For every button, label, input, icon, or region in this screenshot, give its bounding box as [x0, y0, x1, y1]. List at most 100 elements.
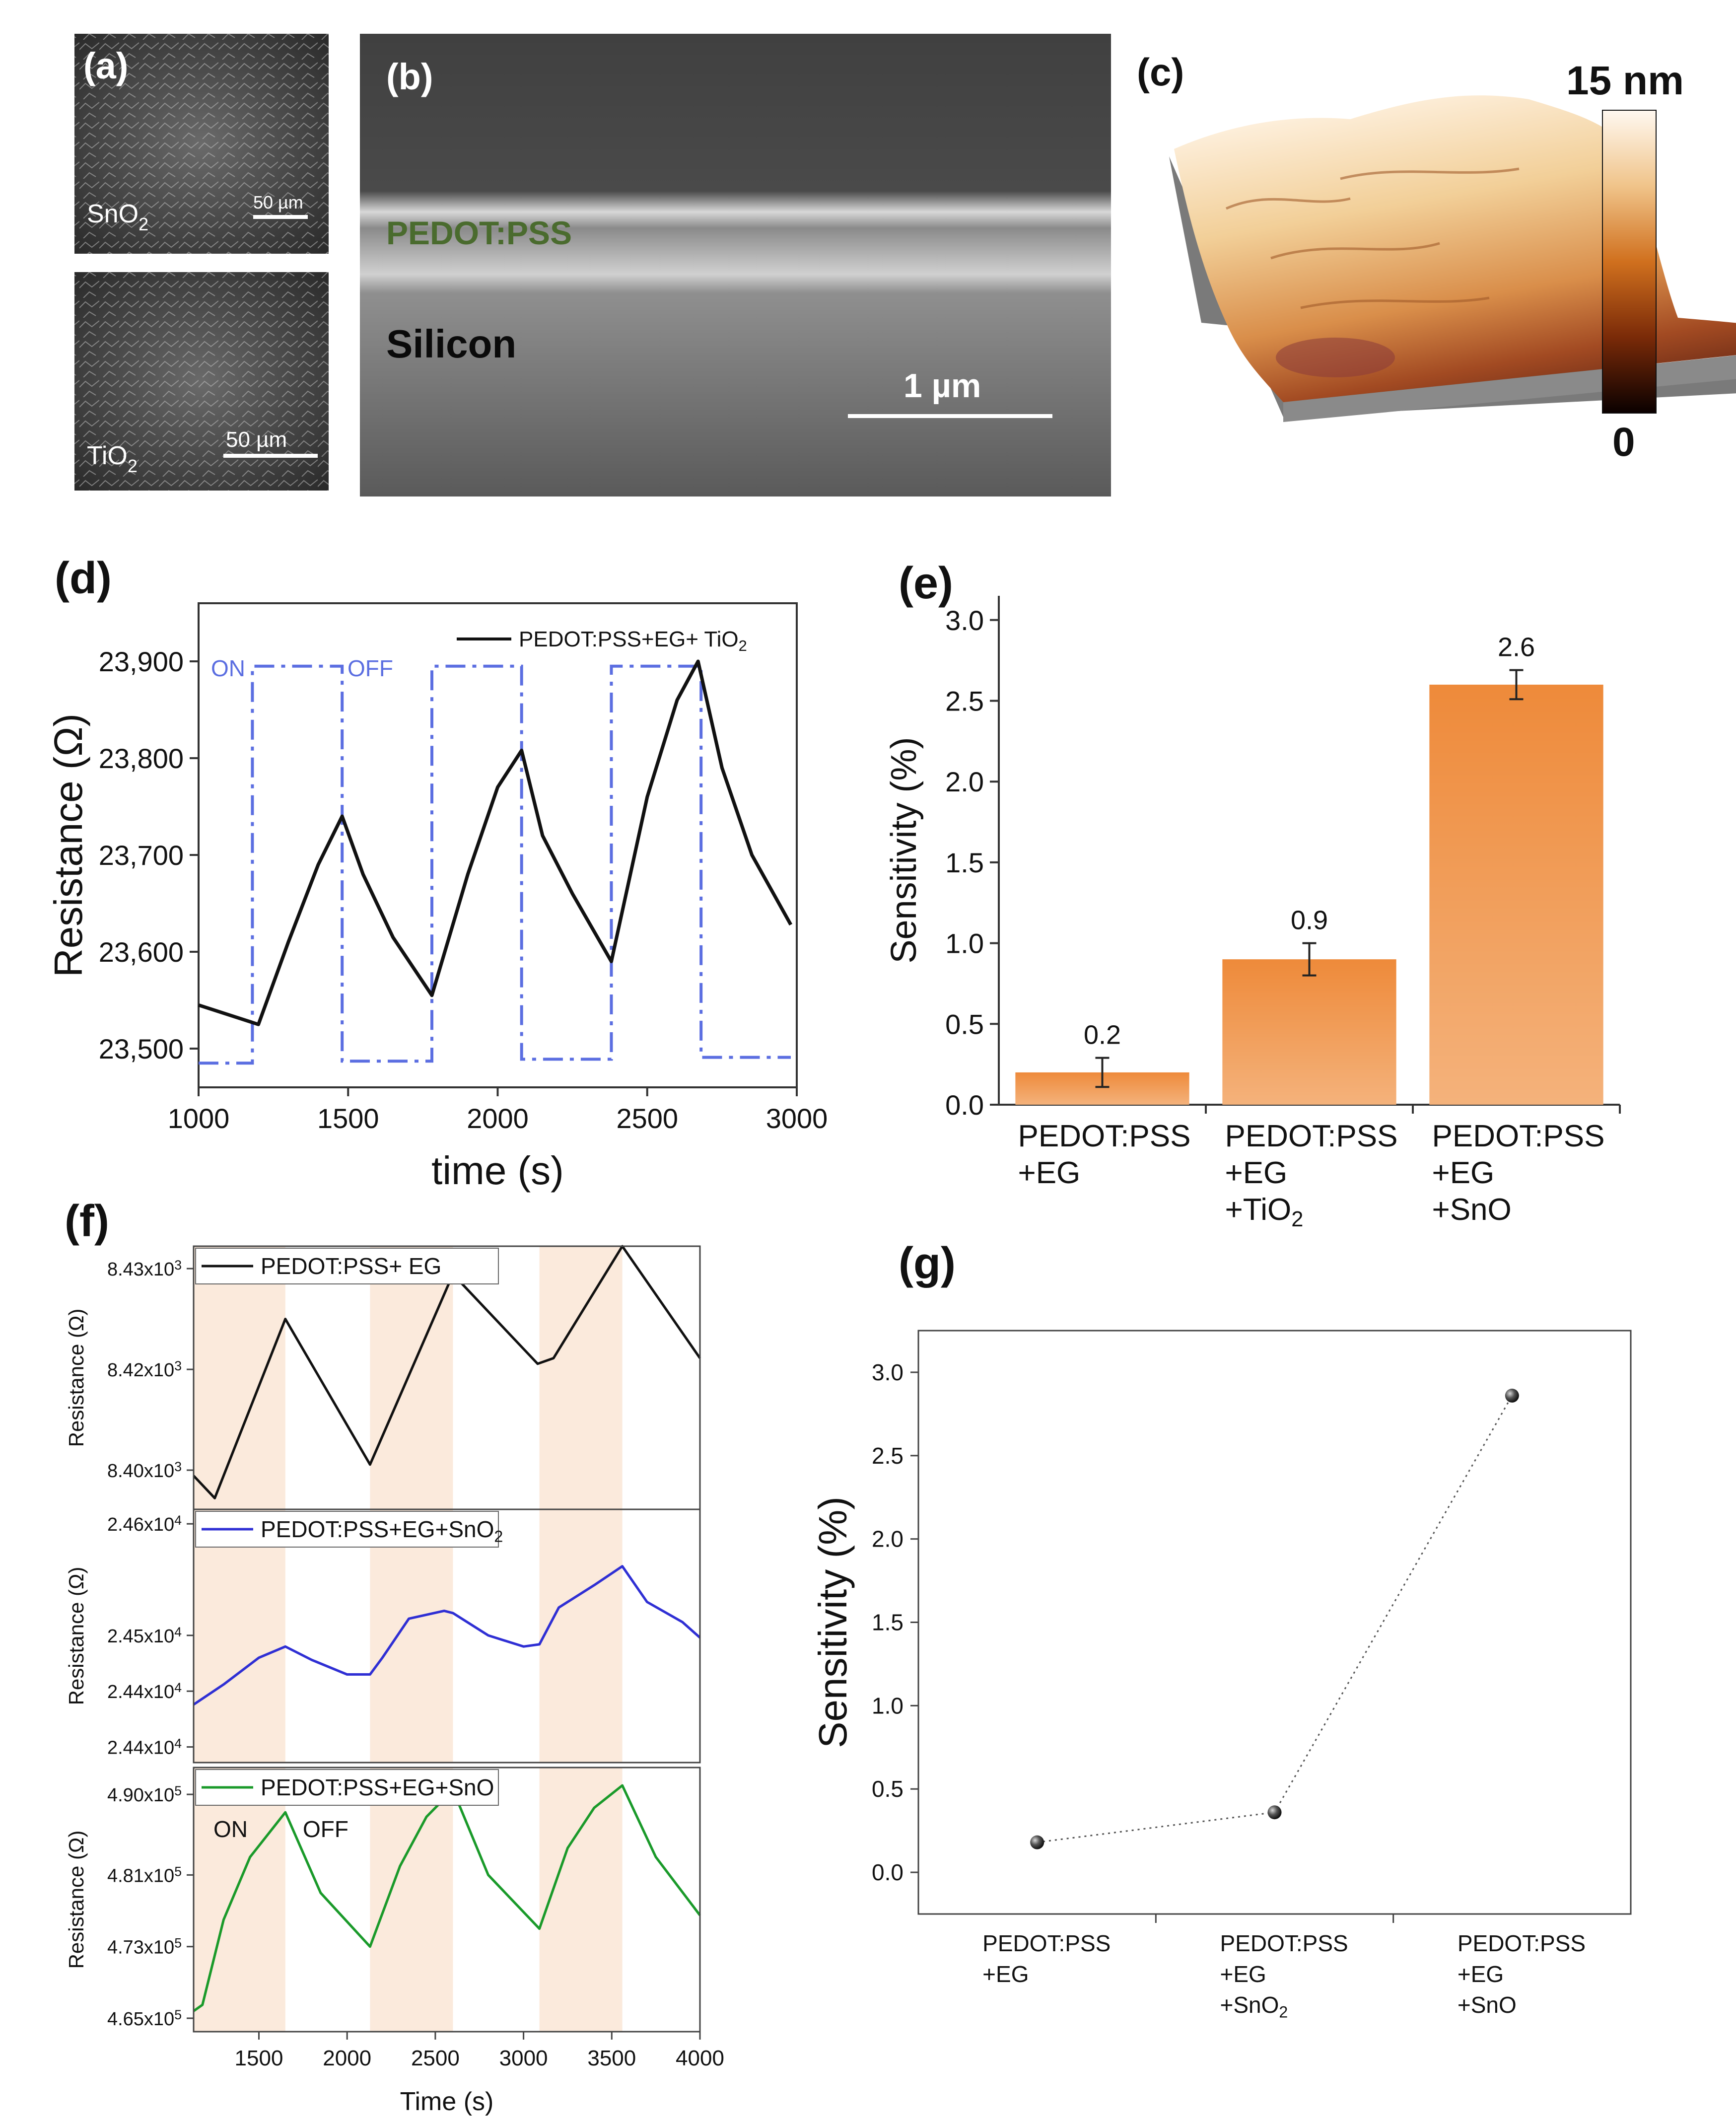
on-band — [370, 1509, 453, 1763]
afm-surface — [1174, 95, 1736, 402]
category-label-main: +TiO — [1225, 1193, 1292, 1227]
category-label-sub: 2 — [1291, 1207, 1303, 1231]
y-tick-label: 4.81x105 — [107, 1864, 182, 1886]
panel-a-label: (a) — [83, 45, 128, 86]
off-label: OFF — [303, 1816, 348, 1842]
panel-a: (a) SnO2 50 µm TiO2 50 µm — [74, 34, 329, 491]
x-tick-label: 4000 — [676, 2046, 724, 2070]
x-axis-label: Time (s) — [400, 2087, 494, 2116]
category-label: PEDOT:PSS — [1432, 1119, 1605, 1153]
y-axis-label: Sensitivity (%) — [811, 1496, 855, 1748]
on-band — [539, 1246, 623, 1509]
y-tick-label-exp: 3 — [174, 1358, 182, 1373]
category-label: +SnO — [1458, 1992, 1517, 2018]
category-label: +EG — [1018, 1156, 1081, 1190]
legend-label-main: PEDOT:PSS+EG+ TiO — [519, 627, 739, 651]
y-tick-label-exp: 4 — [174, 1625, 182, 1639]
y-tick-label-main: 2.45x10 — [107, 1626, 174, 1647]
panel-b: (b) PEDOT:PSS Silicon 1 µm — [360, 34, 1111, 496]
legend-label-sub: 2 — [494, 1528, 503, 1546]
chart-d: (d) 1000 1500 2000 2500 3000 23,500 23,600 23,70… — [46, 554, 828, 1193]
afm-ridges — [1225, 167, 1520, 309]
y-tick-label-main: 4.73x10 — [107, 1937, 174, 1958]
y-tick-label-exp: 4 — [174, 1513, 182, 1528]
legend-label: PEDOT:PSS+EG+ TiO2 — [519, 627, 747, 654]
off-label: OFF — [347, 655, 393, 681]
category-label-sub: 2 — [1279, 2003, 1288, 2021]
category-label: +EG — [1225, 1156, 1288, 1190]
silicon-label: Silicon — [386, 322, 516, 366]
y-axis-label: Resistance (Ω) — [65, 1831, 88, 1969]
legend-label-main: PEDOT:PSS+ EG — [261, 1253, 441, 1279]
category-label: +SnO — [1432, 1193, 1512, 1227]
category-label: PEDOT:PSS — [1018, 1119, 1191, 1153]
on-band — [539, 1768, 623, 2032]
tio2-subscript: 2 — [128, 456, 138, 476]
plot-frame — [917, 1330, 1632, 1915]
category-label: +EG — [982, 1961, 1029, 1987]
y-tick-label-main: 8.40x10 — [107, 1461, 174, 1482]
y-tick-label: 23,800 — [99, 743, 184, 774]
y-tick-label-main: 2.46x10 — [107, 1514, 174, 1535]
on-band — [194, 1509, 285, 1763]
legend-label: PEDOT:PSS+ EG — [261, 1253, 441, 1279]
y-tick-label-main: 8.43x10 — [107, 1259, 174, 1280]
x-tick-label: 2000 — [323, 2046, 371, 2070]
y-tick-label-main: 8.42x10 — [107, 1360, 174, 1381]
on-band — [370, 1246, 453, 1509]
bar-value-label: 2.6 — [1498, 633, 1535, 662]
y-tick-label-main: 4.81x10 — [107, 1865, 174, 1886]
y-tick-label: 2.0 — [945, 766, 984, 797]
y-tick-label-main: 2.44x10 — [107, 1738, 174, 1759]
bar-value-label: 0.2 — [1084, 1020, 1121, 1050]
y-tick-label: 2.44x104 — [107, 1736, 182, 1759]
y-tick-label-main: 4.90x10 — [107, 1785, 174, 1806]
category-label-main: +SnO — [1220, 1992, 1279, 2018]
bar — [1222, 959, 1396, 1105]
y-tick-label: 23,900 — [99, 646, 184, 677]
y-tick-label: 2.0 — [872, 1526, 903, 1552]
legend-label: PEDOT:PSS+EG+SnO2 — [261, 1516, 503, 1546]
y-tick-label: 23,700 — [99, 840, 184, 871]
y-tick-label: 3.0 — [945, 605, 984, 636]
x-axis-label: time (s) — [431, 1148, 564, 1193]
panel-b-label: (b) — [386, 56, 433, 97]
y-tick-label: 4.65x105 — [107, 2007, 182, 2030]
category-label: PEDOT:PSS — [982, 1930, 1111, 1956]
y-tick-label-exp: 4 — [174, 1736, 182, 1751]
scale-label-top: 50 µm — [253, 192, 303, 213]
y-tick-label: 0.0 — [945, 1089, 984, 1121]
series-line — [193, 1784, 701, 2012]
on-band — [370, 1768, 453, 2032]
y-tick-label: 23,600 — [99, 936, 184, 968]
y-tick-label: 23,500 — [99, 1033, 184, 1064]
y-tick-label-main: 4.65x10 — [107, 2009, 174, 2030]
y-tick-label: 4.90x105 — [107, 1783, 182, 1806]
y-tick-label: 2.44x104 — [107, 1680, 182, 1702]
sno2-subscript: 2 — [139, 214, 148, 234]
on-band — [539, 1509, 623, 1763]
svg-text:TiO2: TiO2 — [87, 441, 138, 476]
y-axis-label: Resistance (Ω) — [65, 1567, 88, 1705]
y-axis-label: Resistance (Ω) — [65, 1309, 88, 1447]
y-tick-label: 3.0 — [872, 1359, 903, 1385]
y-tick-label: 1.5 — [945, 847, 984, 878]
panel-e-label: (e) — [899, 559, 953, 608]
x-tick-label: 2500 — [411, 2046, 460, 2070]
panel-c-label: (c) — [1137, 50, 1184, 94]
y-tick-label-exp: 4 — [174, 1680, 182, 1695]
y-tick-label-main: 2.44x10 — [107, 1682, 174, 1702]
panel-f-label: (f) — [65, 1197, 109, 1246]
x-tick-label: 3000 — [499, 2046, 548, 2070]
x-tick-label: 3500 — [587, 2046, 636, 2070]
connector-line — [1037, 1395, 1513, 1843]
legend-label: PEDOT:PSS+EG+SnO — [261, 1774, 494, 1800]
legend-label-sub: 2 — [739, 637, 747, 654]
x-tick-label: 1500 — [235, 2046, 283, 2070]
data-point — [1267, 1805, 1282, 1820]
y-tick-label: 1.0 — [945, 928, 984, 959]
data-point — [1030, 1835, 1044, 1849]
y-tick-label: 0.0 — [872, 1859, 903, 1885]
